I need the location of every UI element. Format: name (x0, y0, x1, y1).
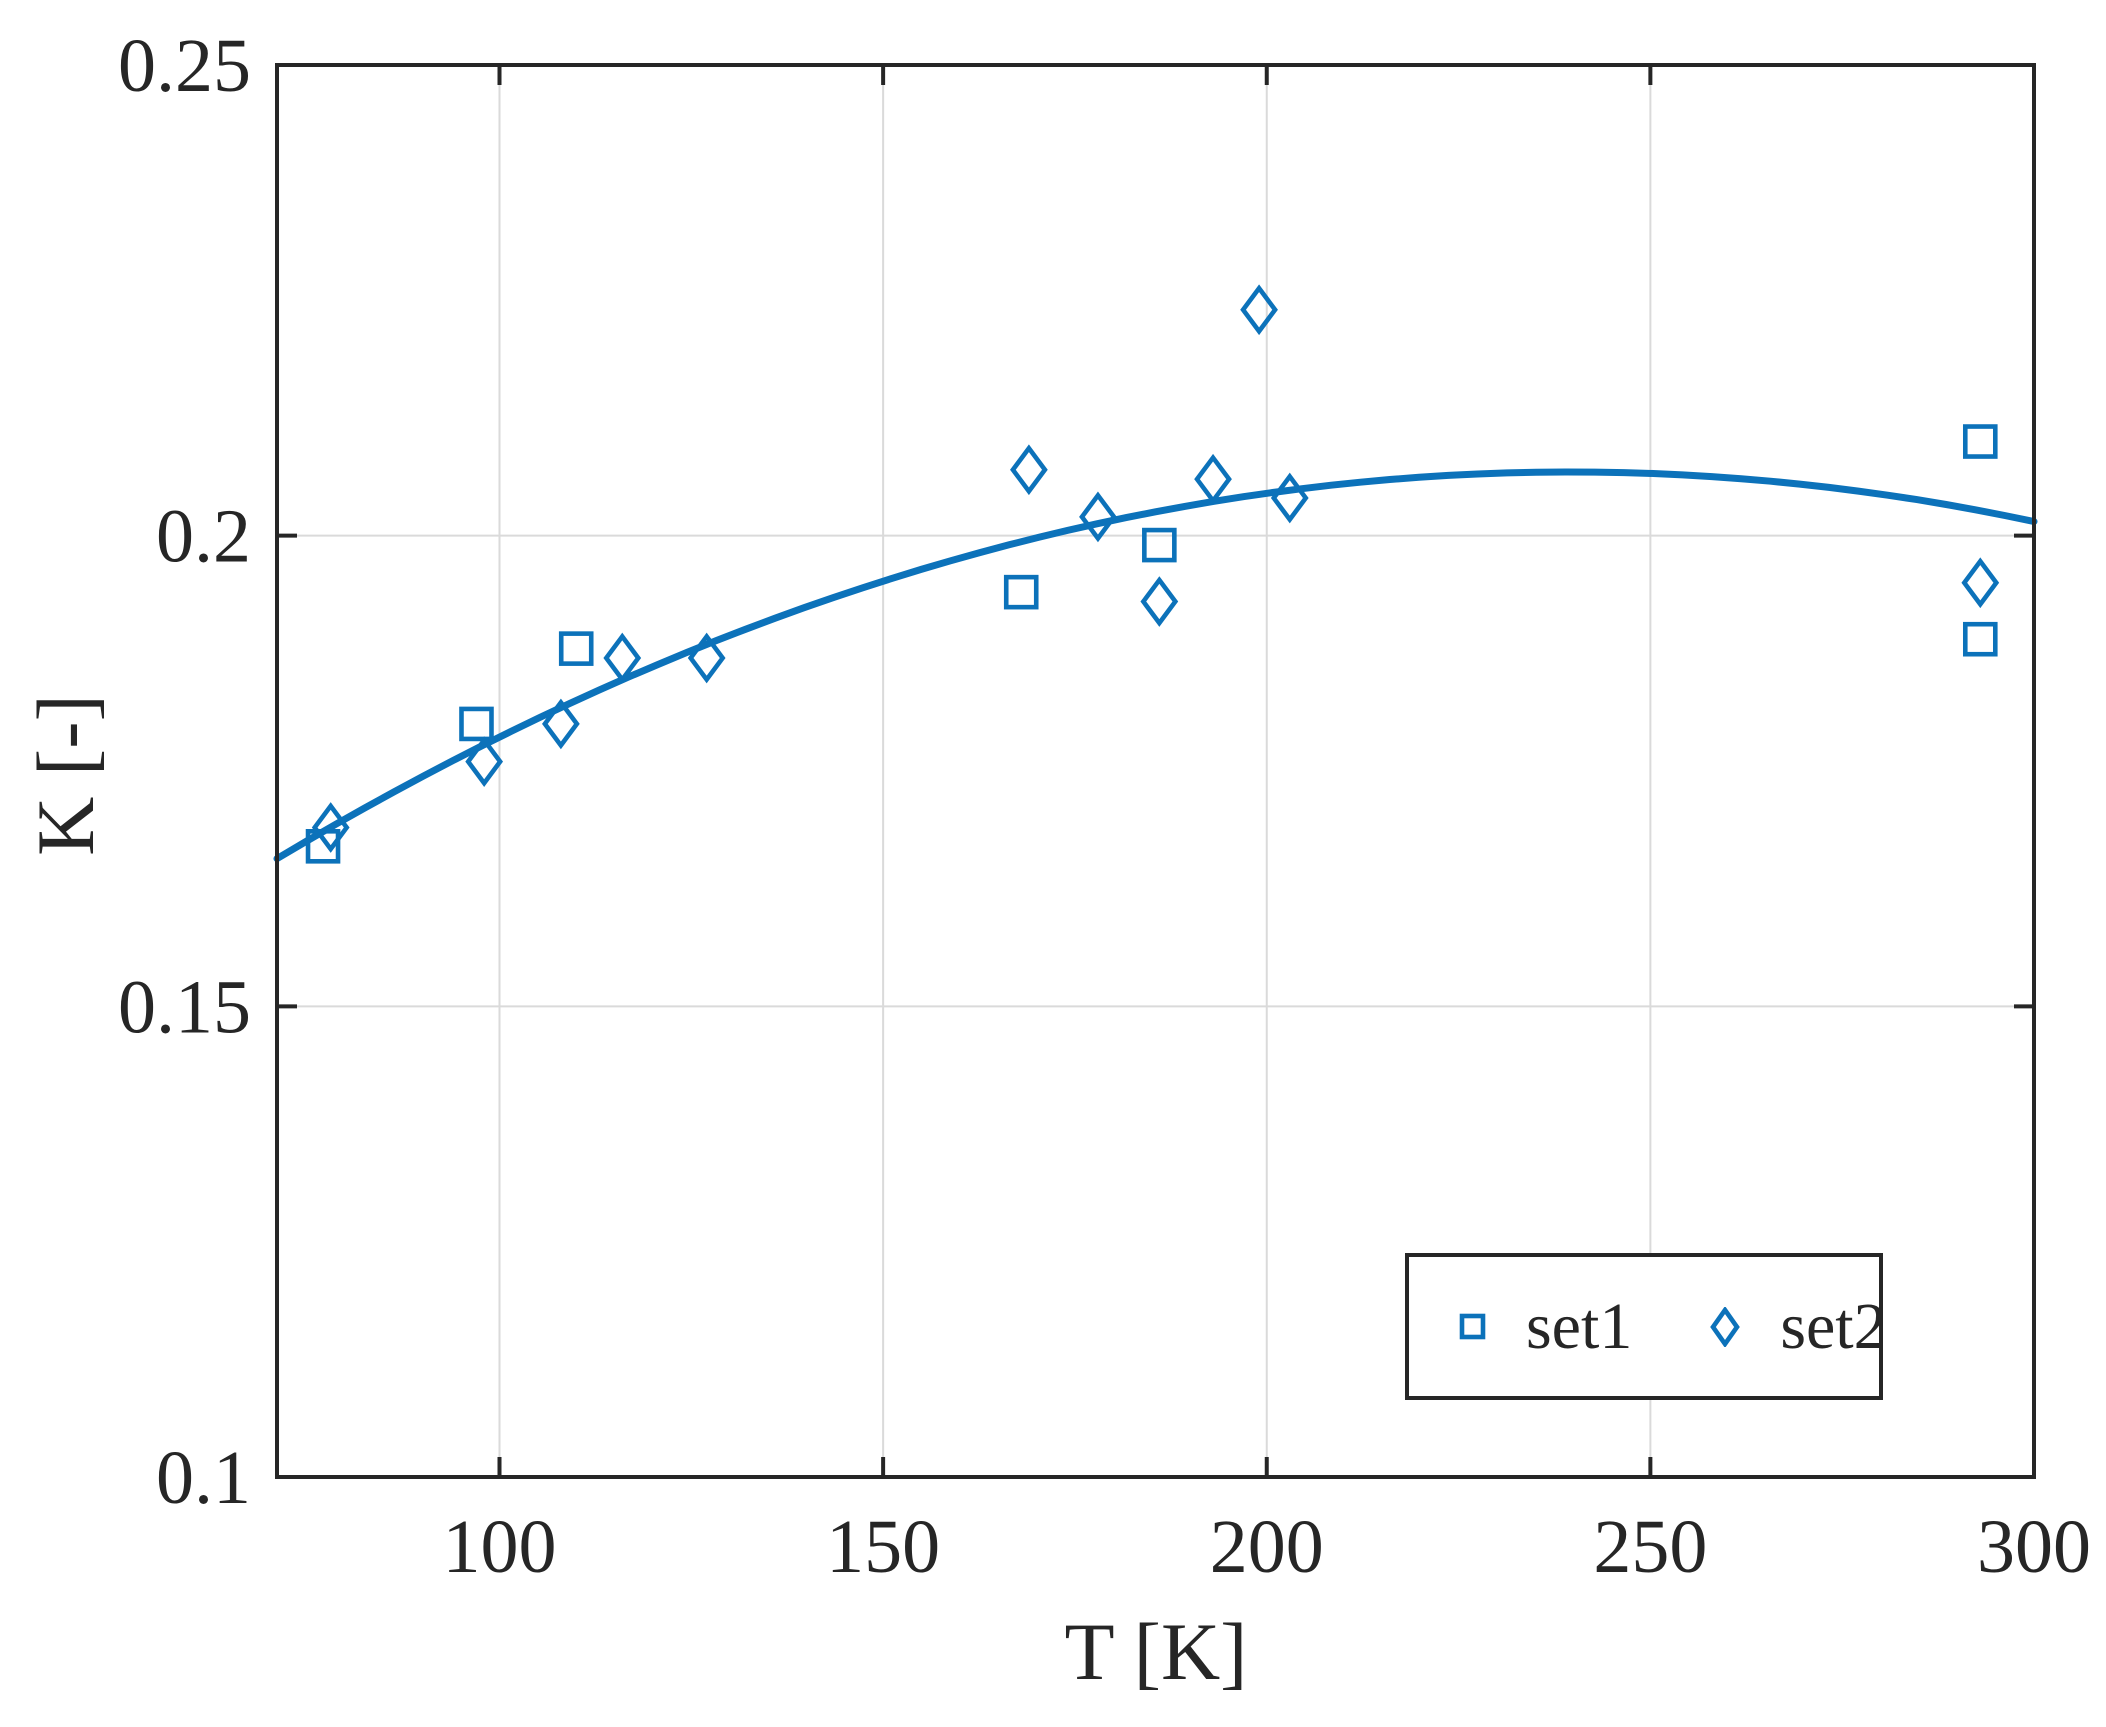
legend: set1 set2 (1405, 1253, 1887, 1400)
set1-square-marker (1003, 574, 1039, 610)
x-tick-label: 300 (1977, 1505, 2091, 1589)
x-tick-label: 150 (826, 1505, 940, 1589)
set2-diamond-marker (311, 802, 350, 853)
y-tick-label: 0.15 (118, 965, 251, 1049)
fit-curve-group (273, 468, 2038, 863)
diamond-marker-icon (1710, 1306, 1741, 1347)
y-tick-label: 0.1 (156, 1436, 251, 1520)
data-markers (305, 284, 2000, 864)
set2-diamond-marker (1010, 444, 1048, 496)
set2-diamond-marker (1270, 472, 1309, 524)
fit-line (273, 468, 2038, 863)
axes-box (275, 63, 2036, 1479)
tick-labels: 100 150 200 250 300 0.1 0.15 0.2 0.25 (118, 24, 2091, 1589)
x-tick-label: 200 (1210, 1505, 1324, 1589)
set2-diamond-marker (1961, 557, 2000, 609)
set1-square-marker (558, 631, 594, 666)
legend-item-set1: set1 (1459, 1289, 1633, 1363)
set1-square-marker (1962, 424, 1998, 459)
set2-diamond-marker (1140, 576, 1179, 627)
legend-label-set1: set1 (1526, 1289, 1633, 1363)
legend-item-set2: set2 (1710, 1289, 1887, 1363)
set1-square-marker (459, 706, 494, 742)
set2-diamond-marker (1079, 491, 1117, 543)
set2-diamond-marker (603, 632, 642, 684)
set2-diamond-marker (542, 698, 580, 750)
y-tick-label: 0.25 (118, 24, 251, 108)
legend-label-set2: set2 (1780, 1289, 1887, 1363)
set1-square-marker (305, 829, 341, 864)
set1-square-marker (1962, 621, 1998, 657)
y-tick-label: 0.2 (156, 495, 251, 579)
x-tick-label: 100 (443, 1505, 557, 1589)
tick-marks (277, 63, 2036, 1479)
set2-diamond-marker (687, 632, 726, 684)
set1-square-marker (1142, 527, 1177, 563)
x-tick-label: 250 (1593, 1505, 1707, 1589)
set2-diamond-marker (465, 736, 504, 787)
set2-diamond-marker (1240, 284, 1278, 336)
square-marker-icon (1459, 1313, 1486, 1340)
x-axis-label: T [K] (1064, 1606, 1248, 1697)
axes-group (275, 63, 2036, 1479)
y-axis-label: K [-] (20, 694, 111, 856)
set2-diamond-marker (1194, 453, 1232, 505)
